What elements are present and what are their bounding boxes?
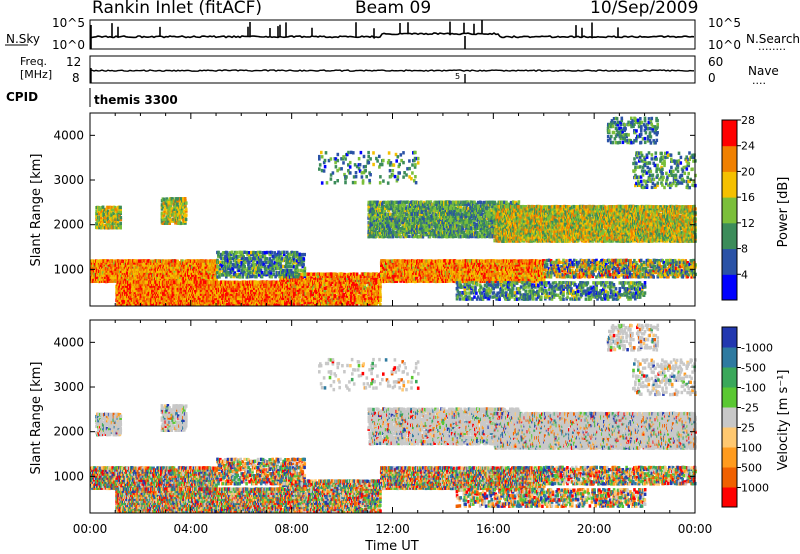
radar-figure: N.Sky 10^5 10^0 10^5 10^0 N.Search .....… (0, 0, 800, 554)
cpid-value: themis 3300 (94, 93, 178, 107)
freq-label: Freq. (20, 55, 47, 68)
freq-tick-low: 8 (72, 71, 80, 85)
nave-spike-marker: 5 (455, 72, 460, 81)
freq-tick-high: 12 (66, 55, 81, 69)
range-cell (217, 251, 220, 254)
count-tick-low: 10^0 (52, 38, 85, 52)
count-tick-low-right: 10^0 (708, 38, 741, 52)
cpid-label: CPID (6, 90, 38, 104)
range-cell (379, 290, 382, 293)
nave-tick-low: 0 (708, 71, 716, 85)
freq-unit: [MHz] (20, 68, 52, 81)
nave-tick-high: 60 (708, 55, 723, 69)
nsearch-legend: ........ (758, 40, 786, 53)
nsky-label: N.Sky (6, 32, 40, 46)
nave-legend: .... (752, 74, 766, 87)
count-tick-high-right: 10^5 (708, 16, 741, 30)
count-tick-high: 10^5 (52, 16, 85, 30)
